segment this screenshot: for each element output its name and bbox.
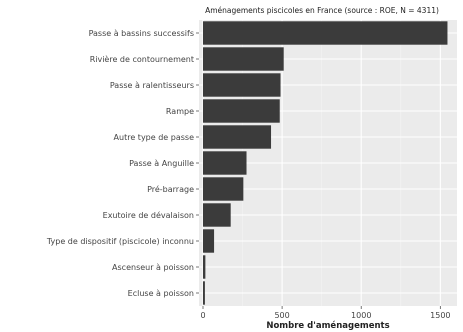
category-label: Type de dispositif (piscicole) inconnu — [46, 237, 194, 246]
bar — [203, 73, 281, 97]
bar — [203, 281, 205, 305]
chart-title: Aménagements piscicoles en France (sourc… — [205, 6, 439, 15]
category-label: Pré-barrage — [147, 184, 194, 194]
bar — [203, 21, 448, 45]
x-axis-ticks: 0 500 1000 1500 — [200, 306, 451, 320]
bar — [203, 177, 244, 201]
category-label: Ecluse à poisson — [128, 289, 194, 298]
category-label: Exutoire de dévalaison — [103, 210, 194, 220]
x-tick-label: 500 — [274, 311, 289, 320]
x-tick-label: 1500 — [430, 311, 450, 320]
bar — [203, 151, 247, 175]
x-tick-label: 1000 — [351, 311, 371, 320]
category-label: Ascenseur à poisson — [112, 263, 194, 272]
category-label: Rivière de contournement — [90, 54, 194, 64]
bar — [203, 255, 206, 279]
category-label: Passe à ralentisseurs — [110, 81, 194, 90]
bar — [203, 203, 231, 227]
x-tick-label: 0 — [200, 311, 205, 320]
category-label: Autre type de passe — [114, 133, 195, 142]
bar — [203, 99, 280, 123]
category-label: Passe à bassins successifs — [89, 29, 194, 38]
bar — [203, 47, 284, 71]
category-label: Passe à Anguille — [129, 159, 194, 168]
bar — [203, 125, 272, 149]
bars-group — [203, 21, 448, 305]
category-label: Rampe — [166, 107, 194, 116]
x-axis-label: Nombre d'aménagements — [266, 320, 389, 331]
category-labels: Passe à bassins successifs Rivière de con… — [46, 29, 199, 298]
bar — [203, 229, 215, 253]
